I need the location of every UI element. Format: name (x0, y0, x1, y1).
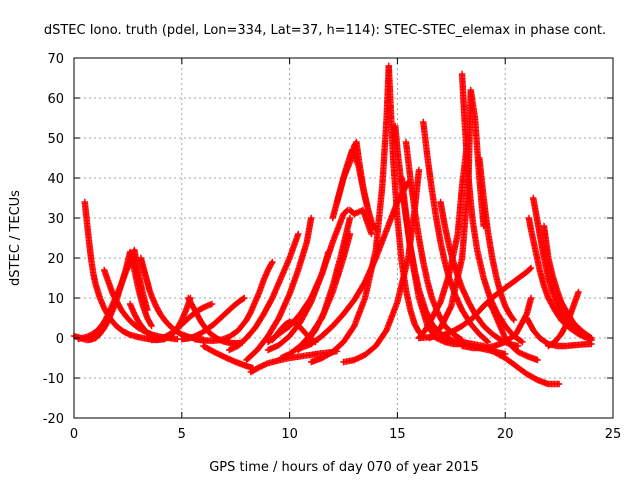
series-19 (295, 214, 354, 354)
series-11 (200, 342, 257, 372)
x-tick-label: 5 (178, 427, 186, 442)
data-point (372, 226, 380, 234)
data-point (269, 258, 276, 266)
data-point (368, 230, 375, 238)
x-tick-label: 15 (389, 427, 406, 442)
series-43 (523, 314, 595, 350)
data-point (346, 214, 354, 222)
x-tick-label: 0 (70, 427, 78, 442)
series-7 (148, 300, 216, 344)
series-17 (264, 206, 352, 346)
y-tick-label: 70 (47, 52, 64, 67)
y-tick-label: 30 (47, 212, 64, 227)
data-point (527, 294, 535, 302)
series-14 (243, 214, 315, 364)
data-point (588, 340, 595, 348)
data-point (575, 288, 582, 296)
plot-frame (73, 57, 614, 419)
data-point (371, 225, 379, 232)
y-tick-label: 40 (47, 172, 64, 187)
data-point (364, 202, 371, 210)
data-point (518, 337, 525, 345)
series-22 (340, 166, 423, 366)
series-13 (247, 348, 341, 376)
x-tick-label: 10 (281, 427, 298, 442)
y-tick-label: 10 (47, 292, 64, 307)
y-tick-label: -20 (43, 412, 64, 427)
data-point (526, 265, 534, 273)
series-10 (191, 258, 276, 344)
x-tick-label: 20 (497, 427, 514, 442)
data-point (483, 337, 491, 345)
data-point (510, 316, 518, 324)
series-12 (226, 230, 302, 354)
x-tick-label: 25 (605, 427, 622, 442)
data-point (268, 260, 275, 267)
data-point (587, 333, 594, 341)
series-9 (178, 294, 248, 343)
y-tick-label: 20 (47, 252, 64, 267)
ticks (73, 57, 614, 419)
data-point (588, 334, 595, 342)
data-point (144, 306, 151, 314)
data-point (208, 300, 216, 308)
y-tick-label: 50 (47, 132, 64, 147)
series-40 (525, 214, 595, 344)
series-44 (545, 288, 582, 350)
y-tick-label: 0 (56, 332, 64, 347)
y-tick-label: -10 (43, 372, 64, 387)
data-layer (70, 62, 595, 388)
series-25 (346, 206, 375, 238)
y-tick-label: 60 (47, 92, 64, 107)
x-axis-label: GPS time / hours of day 070 of year 2015 (209, 460, 479, 475)
data-point (295, 230, 302, 238)
series-30 (420, 118, 492, 346)
tick-labels: 0 5 10 15 20 25 -20 -10 0 10 20 30 40 50 60 70 (43, 52, 622, 442)
data-point (519, 338, 526, 346)
series-42 (540, 222, 595, 342)
series-38 (484, 298, 541, 364)
series-26 (385, 62, 427, 340)
data-point (555, 380, 563, 388)
y-axis-label: dSTEC / TECUs (8, 190, 23, 286)
data-point (415, 166, 423, 174)
series-39 (415, 264, 535, 342)
series-23 (329, 146, 380, 234)
data-point (534, 356, 541, 364)
chart-title: dSTEC Iono. truth (pdel, Lon=334, Lat=37… (44, 23, 606, 38)
data-point (241, 294, 248, 302)
data-point (307, 214, 315, 222)
series-24 (333, 138, 371, 210)
series-21 (307, 62, 392, 366)
data-point (148, 322, 155, 330)
data-point (527, 264, 535, 272)
data-point (147, 321, 155, 328)
data-point (509, 315, 517, 322)
data-point (514, 342, 522, 350)
